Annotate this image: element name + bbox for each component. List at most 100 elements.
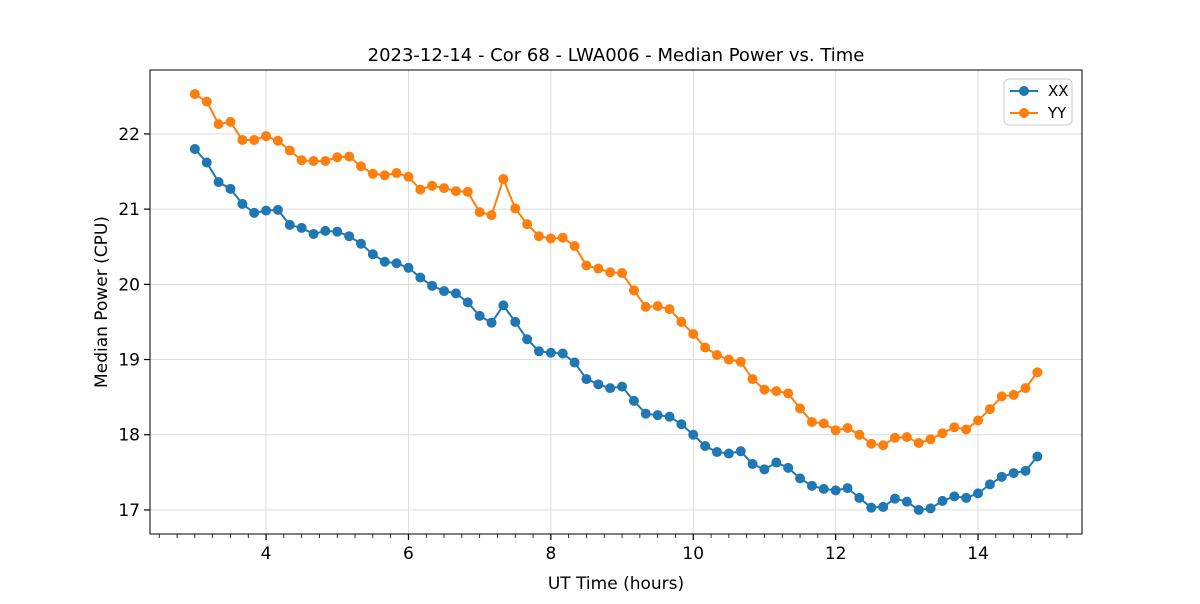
series-YY-marker [901, 431, 912, 442]
series-YY-marker [391, 168, 402, 179]
series-XX-marker [498, 300, 509, 311]
series-YY-marker [272, 135, 283, 146]
x-axis-label: UT Time (hours) [548, 574, 684, 594]
series-XX-marker [237, 198, 248, 209]
series-XX-marker [700, 441, 711, 452]
series-XX-marker [771, 457, 782, 468]
series-XX-marker [201, 157, 212, 168]
series-XX-marker [367, 249, 378, 260]
series-XX-marker [664, 411, 675, 422]
series-YY-marker [889, 432, 900, 443]
series-XX-marker [545, 347, 556, 358]
series-XX-marker [925, 503, 936, 514]
series-XX-marker [984, 479, 995, 490]
series-XX-marker [806, 480, 817, 491]
series-XX-marker [605, 383, 616, 394]
series-YY-marker [249, 134, 260, 145]
x-tick-label: 8 [545, 544, 556, 564]
gridlines [150, 70, 1082, 534]
series-YY-marker [961, 424, 972, 435]
series-XX-marker [486, 317, 497, 328]
series-YY-marker [332, 152, 343, 163]
legend-marker-xx [1019, 86, 1029, 96]
series-YY-marker [735, 356, 746, 367]
x-tick-label: 14 [967, 544, 989, 564]
series-YY-marker [296, 155, 307, 166]
series-XX-marker [676, 419, 687, 430]
series-YY-marker [367, 168, 378, 179]
series-YY-marker [723, 354, 734, 365]
legend-label-yy: YY [1047, 104, 1067, 122]
series-YY-marker [522, 219, 533, 230]
series-YY-marker [854, 429, 865, 440]
series-XX-marker [593, 379, 604, 390]
x-tick-label: 6 [403, 544, 414, 564]
series-XX-marker [830, 485, 841, 496]
series-XX-marker [344, 231, 355, 242]
series-YY-marker [747, 374, 758, 385]
series-XX-marker [1032, 451, 1043, 462]
y-tick-label: 17 [118, 501, 140, 521]
series-YY-marker [403, 171, 414, 182]
series-XX-marker [783, 462, 794, 473]
series-XX-marker [759, 464, 770, 475]
series-XX-marker [901, 496, 912, 507]
series-XX-marker [510, 316, 521, 327]
series-YY-marker [498, 174, 509, 185]
series-YY-marker [866, 438, 877, 449]
y-tick-label: 21 [118, 200, 140, 220]
series-YY-line [194, 93, 1039, 447]
series-YY-marker [225, 116, 236, 127]
series-YY-marker [759, 384, 770, 395]
series-XX-marker [284, 219, 295, 230]
series-XX-marker [439, 286, 450, 297]
series-XX-marker [688, 429, 699, 440]
legend: XX YY [1003, 78, 1073, 126]
series-YY-marker [605, 267, 616, 278]
series-YY-marker [213, 119, 224, 130]
series-XX-marker [795, 473, 806, 484]
series-YY-marker [937, 428, 948, 439]
x-tick-label: 12 [825, 544, 847, 564]
series-YY-marker [783, 388, 794, 399]
series-YY-marker [415, 184, 426, 195]
series-YY-marker [450, 186, 461, 197]
y-axis-label: Median Power (CPU) [92, 216, 112, 388]
series-XX-marker [878, 501, 889, 512]
y-tick-label: 20 [118, 275, 140, 295]
series-YY-marker [474, 207, 485, 218]
series-XX-marker [889, 493, 900, 504]
series-YY-marker [842, 422, 853, 433]
series-XX-marker [296, 222, 307, 233]
legend-label-xx: XX [1048, 82, 1069, 100]
series-XX-marker [854, 492, 865, 503]
y-tick-label: 19 [118, 351, 140, 371]
series-YY-marker [711, 350, 722, 361]
series-XX-marker [450, 288, 461, 299]
series-YY-marker [284, 145, 295, 156]
series-XX-marker [225, 183, 236, 194]
series-XX-marker [1020, 465, 1031, 476]
series-YY-marker [628, 285, 639, 296]
series-YY-marker [355, 161, 366, 172]
series-YY-marker [830, 425, 841, 436]
series-YY-marker [617, 268, 628, 279]
series-XX-marker [415, 272, 426, 283]
series-YY-marker [652, 301, 663, 312]
series-YY-marker [201, 96, 212, 107]
series-XX-marker [272, 204, 283, 215]
plot-border [149, 69, 1083, 535]
series-YY-marker [439, 183, 450, 194]
series-XX-marker [842, 483, 853, 494]
series-YY-marker [878, 440, 889, 451]
series-YY-marker [664, 304, 675, 315]
series-XX-marker [379, 256, 390, 267]
series-XX-marker [308, 228, 319, 239]
series-YY-marker [996, 391, 1007, 402]
series-XX-marker [996, 471, 1007, 482]
series-YY-marker [1020, 383, 1031, 394]
series-XX-marker [973, 488, 984, 499]
series-XX-marker [249, 207, 260, 218]
series-YY-marker [427, 180, 438, 191]
